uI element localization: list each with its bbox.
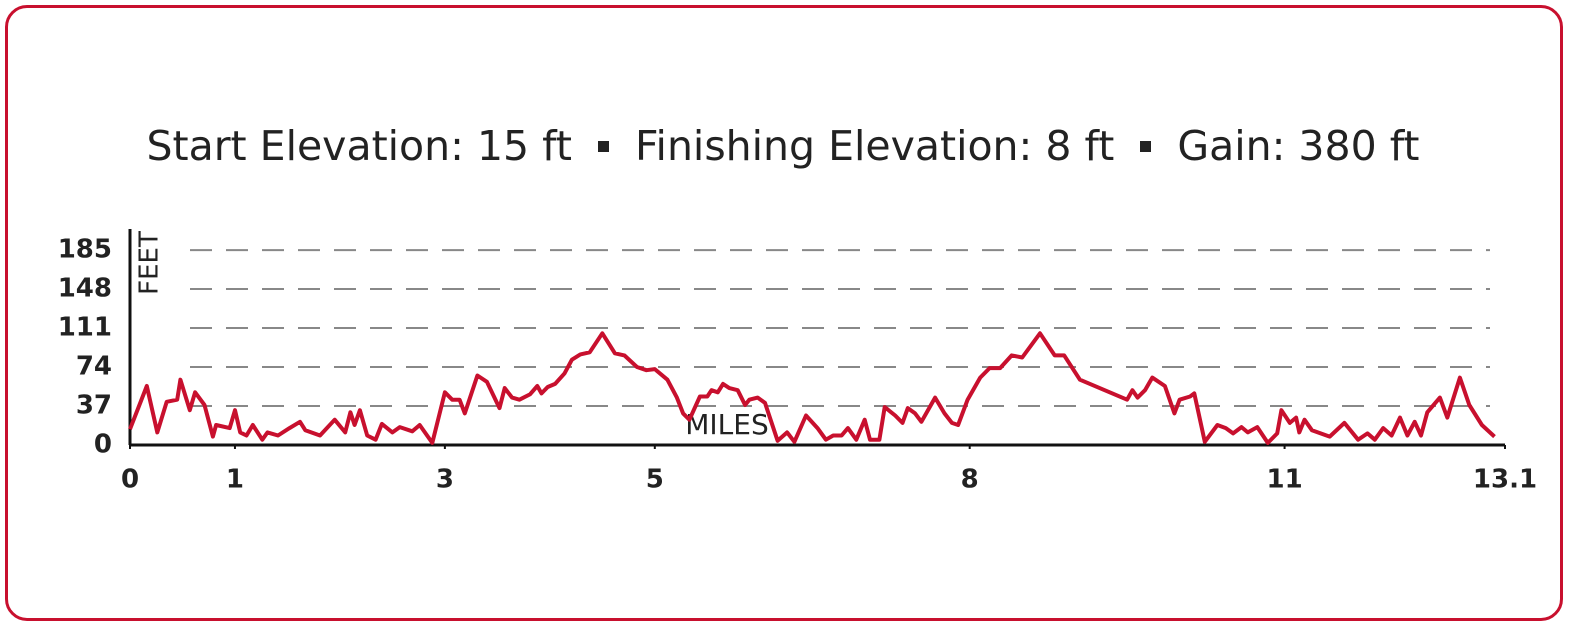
x-tick-label: 11 [1266,465,1302,495]
y-tick-label: 0 [94,430,112,460]
gain: Gain: 380 ft [1177,122,1420,170]
x-tick-label: 5 [646,465,664,495]
x-tick-label: 0 [121,465,139,495]
x-tick-label: 1 [226,465,244,495]
elevation-line [128,331,1496,445]
x-tick-label: 3 [436,465,454,495]
card [5,5,1563,621]
separator [597,140,609,152]
y-tick-label: 148 [58,274,112,304]
finish-elevation: Finishing Elevation: 8 ft [634,122,1115,170]
separator [1140,140,1152,152]
y-axis-label: FEET [135,231,165,295]
stats: Start Elevation: 15 ft Finishing Elevati… [0,122,1566,170]
x-tick-label: 8 [961,465,979,495]
y-tick-label: 37 [76,391,112,421]
y-tick-label: 74 [76,352,112,382]
y-tick-label: 111 [58,313,112,343]
y-tick-label: 185 [58,235,112,265]
x-tick-label: 13.1 [1473,465,1537,495]
start-elevation: Start Elevation: 15 ft [146,122,572,170]
x-axis-label: MILES [685,408,768,441]
